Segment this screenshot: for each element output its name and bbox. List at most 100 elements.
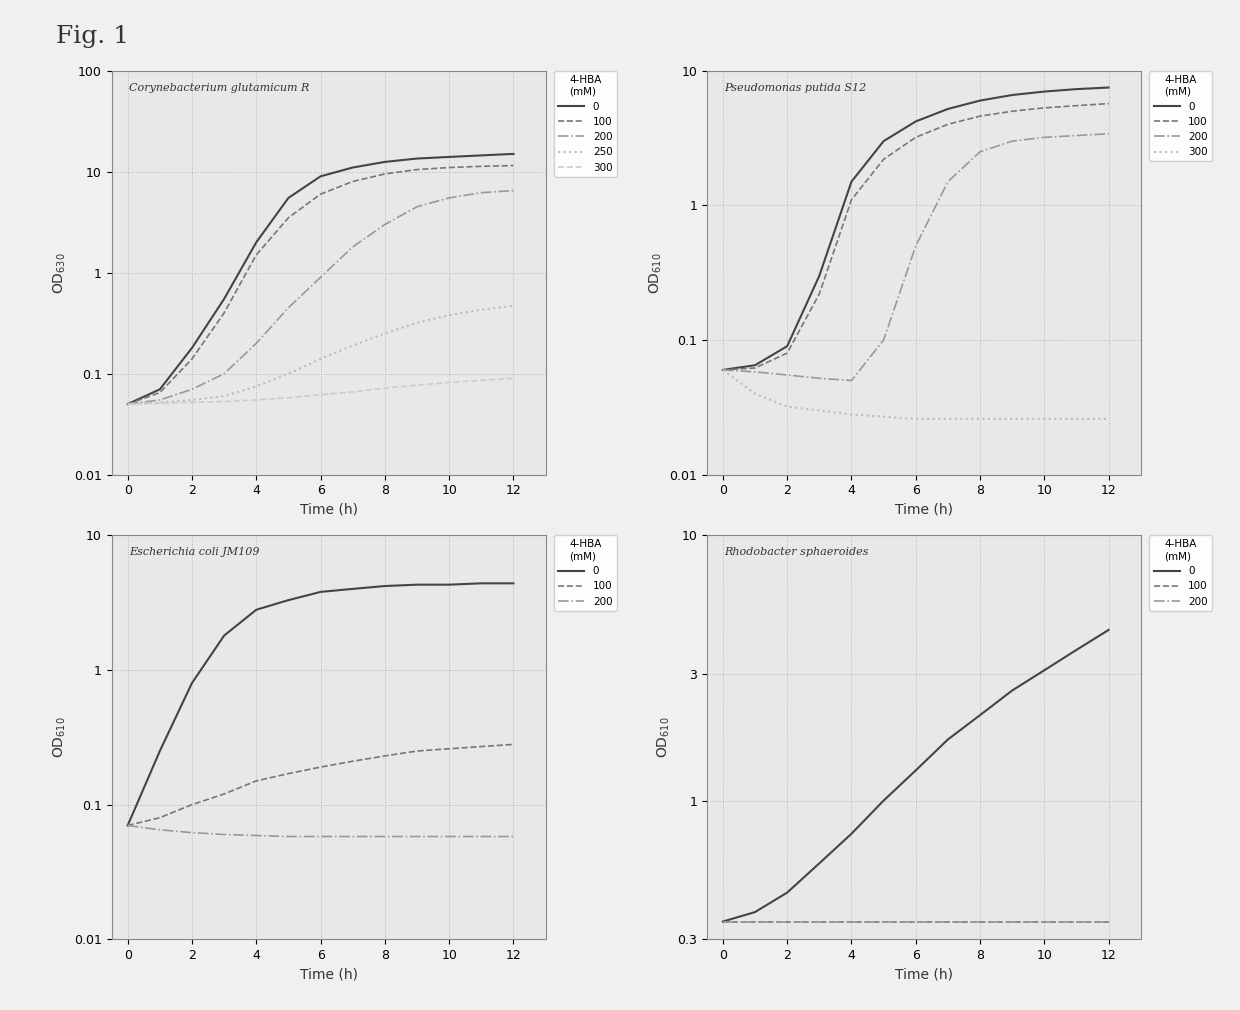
0 xyxy=(249,236,264,248)
200 xyxy=(474,830,489,842)
250 xyxy=(474,304,489,316)
0 xyxy=(715,915,730,927)
300 xyxy=(748,388,763,400)
100 xyxy=(249,775,264,787)
250 xyxy=(185,394,200,406)
0 xyxy=(474,149,489,162)
300 xyxy=(314,389,329,401)
100 xyxy=(715,915,730,927)
200 xyxy=(1004,915,1019,927)
Line: 300: 300 xyxy=(128,379,513,404)
100 xyxy=(281,212,296,224)
200 xyxy=(1069,915,1084,927)
0 xyxy=(1101,624,1116,636)
Line: 100: 100 xyxy=(128,744,513,825)
100 xyxy=(1101,98,1116,110)
0 xyxy=(748,360,763,372)
300 xyxy=(185,396,200,408)
Line: 100: 100 xyxy=(128,166,513,404)
200 xyxy=(185,383,200,395)
100 xyxy=(506,738,521,750)
0 xyxy=(281,594,296,606)
Line: 300: 300 xyxy=(723,370,1109,419)
200 xyxy=(120,398,135,410)
100 xyxy=(377,749,392,762)
300 xyxy=(506,373,521,385)
0 xyxy=(217,629,232,641)
Text: Pseudomonas putida S12: Pseudomonas putida S12 xyxy=(724,83,867,93)
100 xyxy=(345,176,360,188)
0 xyxy=(153,383,167,395)
200 xyxy=(812,915,827,927)
100 xyxy=(940,915,955,927)
Text: Rhodobacter sphaeroides: Rhodobacter sphaeroides xyxy=(724,547,869,558)
250 xyxy=(153,396,167,408)
300 xyxy=(972,413,987,425)
200 xyxy=(409,201,424,213)
100 xyxy=(1037,915,1052,927)
0 xyxy=(715,364,730,376)
250 xyxy=(441,309,456,321)
100 xyxy=(506,160,521,172)
Line: 200: 200 xyxy=(128,191,513,404)
0 xyxy=(314,171,329,183)
100 xyxy=(972,915,987,927)
Line: 0: 0 xyxy=(723,630,1109,921)
100 xyxy=(217,788,232,800)
200 xyxy=(217,368,232,380)
Text: Corynebacterium glutamicum R: Corynebacterium glutamicum R xyxy=(129,83,309,93)
0 xyxy=(217,293,232,305)
0 xyxy=(281,192,296,204)
200 xyxy=(940,176,955,188)
100 xyxy=(153,812,167,824)
100 xyxy=(120,819,135,831)
100 xyxy=(345,755,360,768)
0 xyxy=(409,153,424,165)
0 xyxy=(940,733,955,745)
Line: 100: 100 xyxy=(723,104,1109,370)
0 xyxy=(844,176,859,188)
100 xyxy=(748,362,763,374)
0 xyxy=(377,156,392,168)
200 xyxy=(281,302,296,314)
200 xyxy=(153,824,167,836)
200 xyxy=(812,373,827,385)
200 xyxy=(377,830,392,842)
Legend: 0, 100, 200, 300: 0, 100, 200, 300 xyxy=(1149,71,1211,162)
200 xyxy=(185,826,200,838)
0 xyxy=(441,579,456,591)
0 xyxy=(120,398,135,410)
200 xyxy=(715,915,730,927)
Line: 0: 0 xyxy=(128,584,513,825)
100 xyxy=(812,915,827,927)
0 xyxy=(314,586,329,598)
Legend: 0, 100, 200, 250, 300: 0, 100, 200, 250, 300 xyxy=(554,71,616,177)
200 xyxy=(780,369,795,381)
200 xyxy=(377,218,392,230)
200 xyxy=(281,830,296,842)
200 xyxy=(877,915,892,927)
Line: 250: 250 xyxy=(128,306,513,404)
100 xyxy=(877,915,892,927)
0 xyxy=(909,115,924,127)
200 xyxy=(940,915,955,927)
100 xyxy=(217,307,232,319)
100 xyxy=(940,118,955,130)
300 xyxy=(780,401,795,413)
0 xyxy=(972,709,987,721)
100 xyxy=(748,915,763,927)
100 xyxy=(715,364,730,376)
0 xyxy=(185,341,200,353)
100 xyxy=(441,742,456,754)
200 xyxy=(1069,129,1084,141)
Legend: 0, 100, 200: 0, 100, 200 xyxy=(554,535,616,611)
100 xyxy=(474,161,489,173)
100 xyxy=(844,915,859,927)
200 xyxy=(120,819,135,831)
0 xyxy=(474,578,489,590)
100 xyxy=(120,398,135,410)
300 xyxy=(249,394,264,406)
0 xyxy=(909,765,924,777)
0 xyxy=(1069,643,1084,655)
300 xyxy=(1101,413,1116,425)
